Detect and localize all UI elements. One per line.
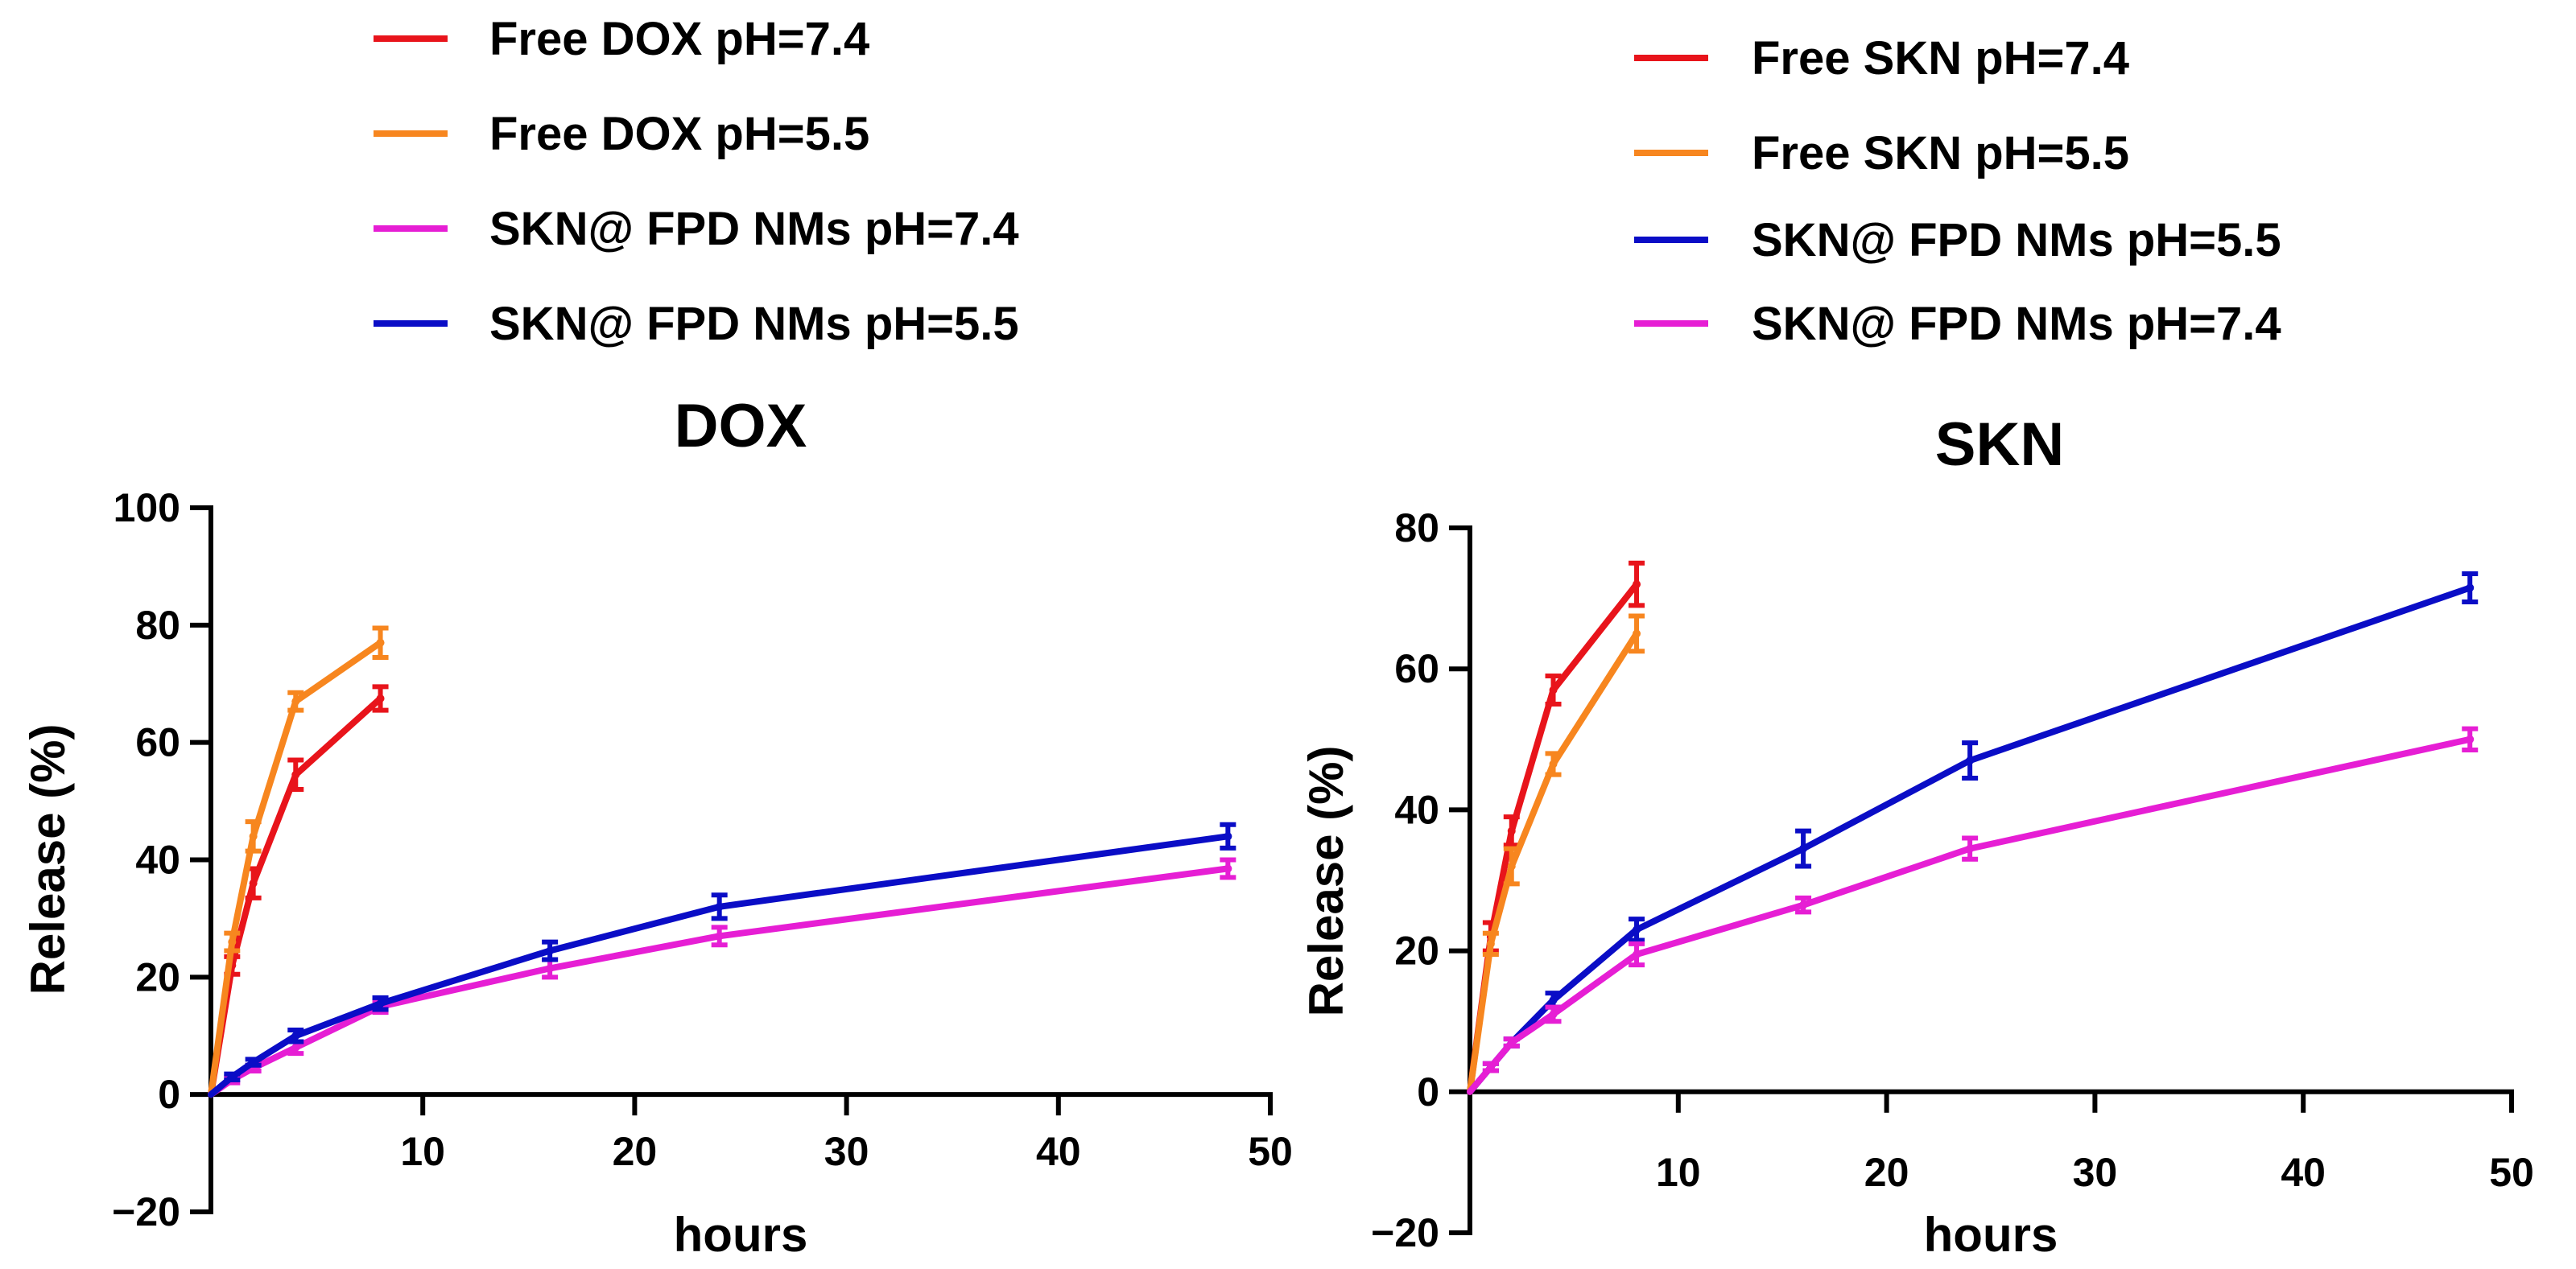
y-tick-label: 80 (1394, 505, 1439, 550)
data-point (1633, 950, 1641, 958)
legend-entry: SKN@ FPD NMs pH=7.4 (489, 203, 1019, 255)
data-point (715, 902, 724, 911)
y-tick-label: 80 (135, 603, 180, 648)
legend-entry: Free DOX pH=5.5 (489, 108, 869, 160)
x-tick-label: 10 (1656, 1150, 1701, 1195)
y-tick-label: −20 (1371, 1210, 1439, 1255)
x-tick-label: 30 (2073, 1150, 2118, 1195)
y-tick-label: 40 (1394, 787, 1439, 832)
data-point (1507, 1038, 1516, 1047)
x-tick-label: 40 (1036, 1129, 1081, 1174)
x-tick-label: 10 (400, 1129, 445, 1174)
data-point (715, 932, 724, 941)
data-point (376, 694, 385, 702)
chart-title: SKN (1935, 410, 2064, 479)
data-point (249, 879, 258, 888)
data-point (1549, 995, 1558, 1004)
data-point (1966, 844, 1975, 853)
data-point (1549, 686, 1558, 694)
series-2 (1467, 571, 2479, 1095)
data-point (291, 1043, 300, 1052)
series-1 (1467, 613, 1645, 1095)
y-tick-label: 20 (1394, 929, 1439, 974)
legend: Free DOX pH=7.4 Free DOX pH=5.5 SKN@ FPD N… (374, 13, 1019, 350)
data-point (1633, 629, 1641, 638)
data-point (1633, 925, 1641, 934)
y-tick-label: 60 (1394, 646, 1439, 691)
data-point (376, 999, 385, 1008)
y-tick-label: 60 (135, 720, 180, 765)
series-3 (208, 822, 1236, 1098)
data-point (546, 946, 555, 955)
x-tick-label: 30 (824, 1129, 869, 1174)
x-axis-title: hours (674, 1208, 808, 1262)
legend-entry: Free SKN pH=7.4 (1752, 32, 2129, 84)
data-point (1799, 900, 1808, 909)
data-point (546, 964, 555, 973)
data-point (1549, 1010, 1558, 1019)
legend-entry: SKN@ FPD NMs pH=5.5 (1752, 214, 2281, 266)
data-point (228, 937, 237, 946)
x-tick-label: 40 (2281, 1150, 2326, 1195)
x-axis-title: hours (1924, 1208, 2058, 1262)
data-point (1486, 939, 1495, 948)
data-point (249, 832, 258, 841)
data-point (1507, 862, 1516, 871)
y-axis-title: Release (%) (1299, 746, 1353, 1017)
y-tick-label: 100 (114, 485, 180, 530)
legend-entry: SKN@ FPD NMs pH=7.4 (1752, 298, 2281, 350)
data-point (1549, 760, 1558, 768)
data-point (1507, 826, 1516, 835)
x-tick-label: 20 (1864, 1150, 1909, 1195)
x-tick-label: 20 (613, 1129, 658, 1174)
x-tick-label: 50 (1248, 1129, 1293, 1174)
x-tick-label: 50 (2489, 1150, 2534, 1195)
legend: Free SKN pH=7.4 Free SKN pH=5.5 SKN@ FPD N… (1634, 32, 2281, 350)
data-point (1799, 844, 1808, 853)
chart-skn: Free SKN pH=7.4 Free SKN pH=5.5 SKN@ FPD N… (1299, 32, 2534, 1262)
data-point (376, 638, 385, 647)
legend-entry: Free SKN pH=5.5 (1752, 127, 2129, 179)
data-point (1966, 756, 1975, 765)
data-point (2466, 735, 2475, 744)
y-tick-label: −20 (112, 1189, 180, 1234)
y-tick-label: 20 (135, 954, 180, 999)
data-point (228, 1073, 237, 1082)
data-point (1633, 580, 1641, 589)
data-point (1224, 832, 1232, 841)
data-point (2466, 583, 2475, 592)
chart-title: DOX (675, 392, 807, 460)
y-axis-title: Release (%) (21, 724, 75, 995)
data-point (1486, 1063, 1495, 1072)
y-tick-label: 0 (158, 1072, 180, 1117)
data-point (291, 1032, 300, 1040)
series-3 (1467, 726, 2479, 1095)
series-line (1467, 735, 2474, 1095)
legend-entry: Free DOX pH=7.4 (489, 13, 869, 65)
data-point (1224, 864, 1232, 873)
y-tick-label: 0 (1417, 1069, 1439, 1114)
data-point (291, 770, 300, 779)
chart-dox: Free DOX pH=7.4 Free DOX pH=5.5 SKN@ FPD N… (21, 13, 1293, 1262)
legend-entry: SKN@ FPD NMs pH=5.5 (489, 298, 1019, 350)
series-1 (208, 625, 389, 1098)
y-tick-label: 40 (135, 838, 180, 883)
series-line (208, 833, 1232, 1098)
data-point (249, 1058, 258, 1067)
data-point (291, 697, 300, 706)
